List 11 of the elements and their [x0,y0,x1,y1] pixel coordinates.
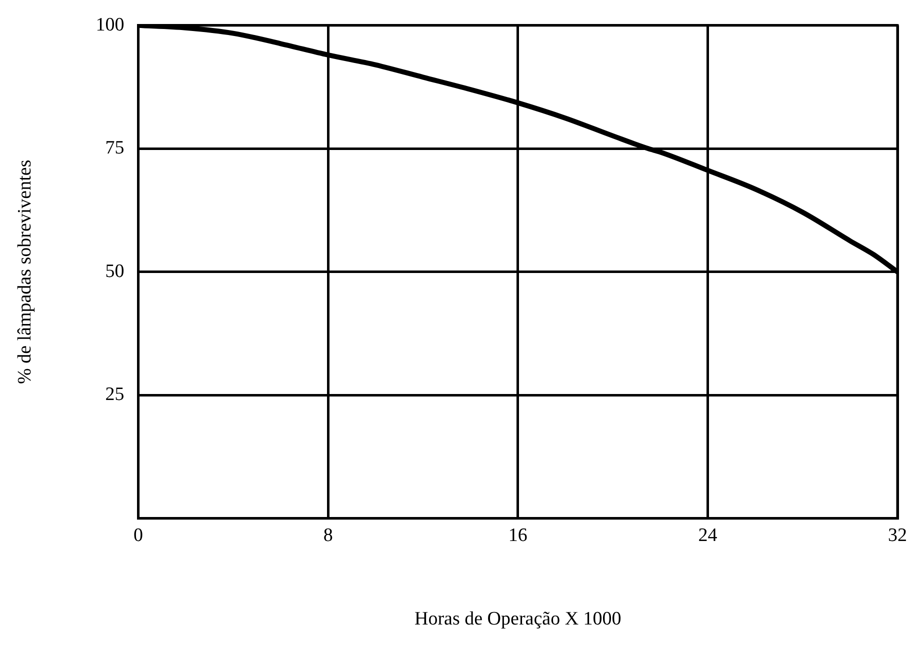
y-axis-title: % de lâmpadas sobreviventes [14,160,36,384]
y-tick-label: 100 [96,14,124,36]
x-tick-label: 8 [323,524,333,546]
y-tick-label: 75 [105,138,124,159]
y-tick-label: 50 [105,260,124,282]
x-tick-label: 32 [888,524,907,546]
y-tick-label: 25 [105,384,124,406]
x-tick-label: 0 [134,524,144,546]
x-axis-title: Horas de Operação X 1000 [414,608,622,630]
x-tick-label: 16 [508,524,528,546]
x-tick-label: 24 [698,524,718,546]
